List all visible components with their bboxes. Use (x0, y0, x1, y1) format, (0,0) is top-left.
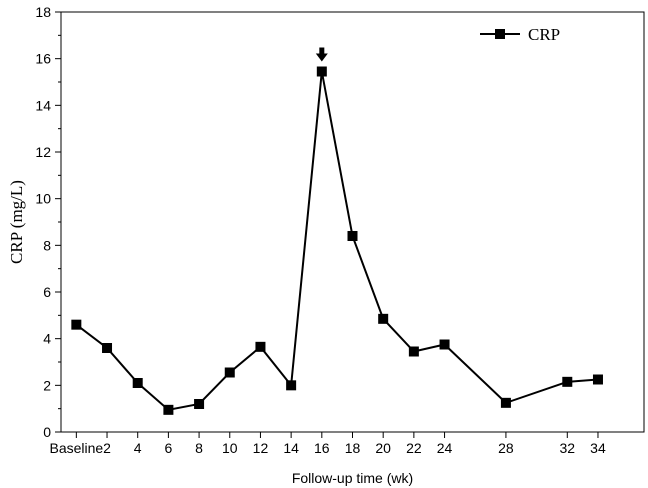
data-point (163, 404, 174, 415)
y-tick-label: 18 (35, 4, 51, 20)
data-point (439, 339, 450, 350)
y-tick-label: 4 (43, 331, 51, 347)
data-point (102, 343, 113, 353)
y-tick-label: 14 (35, 97, 51, 113)
y-tick-label: 16 (35, 51, 51, 67)
data-point (132, 378, 143, 388)
x-tick-label: 34 (590, 440, 606, 456)
down-arrow-icon (315, 47, 328, 62)
data-point (255, 341, 266, 352)
x-tick-label: 32 (560, 440, 576, 456)
legend-label: CRP (528, 25, 560, 44)
data-point (592, 374, 603, 385)
data-point (71, 319, 82, 330)
data-point (562, 376, 573, 387)
legend-marker (495, 29, 505, 39)
x-tick-label: 14 (283, 440, 299, 456)
y-tick-label: 6 (43, 284, 51, 300)
x-tick-label: 6 (164, 440, 172, 456)
x-axis-title: Follow-up time (wk) (292, 470, 413, 486)
x-tick-label: 18 (345, 440, 361, 456)
y-tick-label: 10 (35, 191, 51, 207)
y-tick-label: 0 (43, 424, 51, 440)
x-tick-label: 2 (103, 440, 111, 456)
y-tick-label: 12 (35, 144, 51, 160)
x-tick-label: 16 (314, 440, 330, 456)
data-point (286, 380, 297, 391)
data-point (347, 231, 358, 241)
x-tick-label: Baseline (49, 440, 103, 456)
x-tick-label: 10 (222, 440, 238, 456)
x-tick-label: 28 (498, 440, 514, 456)
x-tick-label: 22 (406, 440, 422, 456)
x-tick-label: 8 (195, 440, 203, 456)
data-point (500, 397, 511, 408)
plot-frame (60, 11, 645, 433)
y-tick-label: 8 (43, 237, 51, 253)
x-tick-label: 24 (437, 440, 453, 456)
data-point (408, 346, 419, 357)
x-tick-label: 12 (253, 440, 269, 456)
data-point (194, 399, 205, 409)
series-line-crp (75, 71, 599, 411)
data-point (316, 66, 327, 77)
arrow-shaft (319, 47, 325, 54)
data-point (224, 367, 235, 378)
y-tick-label: 2 (43, 377, 51, 393)
data-point (378, 313, 389, 324)
arrow-head (315, 53, 328, 62)
y-axis-title: CRP (mg/L) (7, 180, 26, 264)
x-tick-label: 20 (375, 440, 391, 456)
x-tick-label: 4 (134, 440, 142, 456)
